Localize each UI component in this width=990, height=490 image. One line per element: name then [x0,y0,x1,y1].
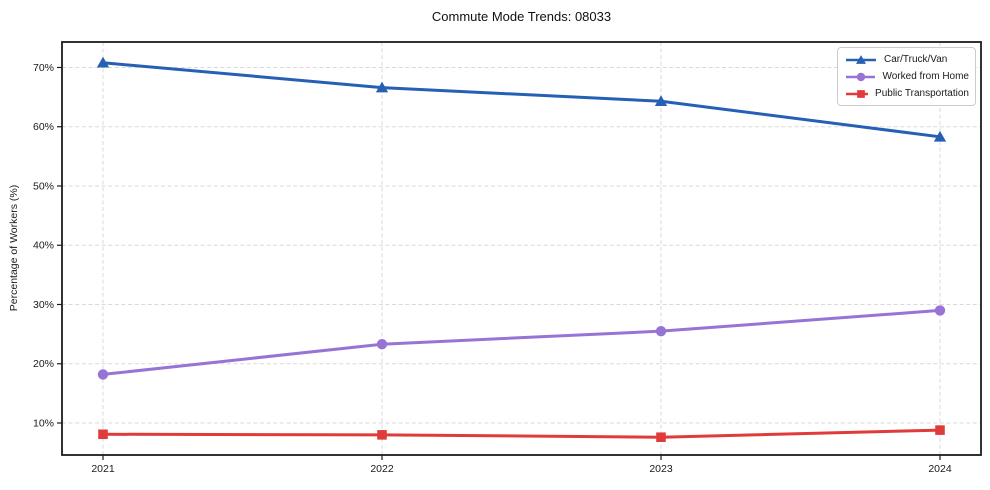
series-line [101,61,942,139]
legend-item[interactable]: Car/Truck/Van [845,53,969,66]
y-tick-label: 20% [33,358,54,370]
triangle-marker [96,56,110,68]
circle-marker [376,338,388,350]
x-tick-label: 2023 [649,463,673,475]
circle-marker [934,305,946,316]
square-marker [935,425,945,435]
y-tick-label: 30% [33,299,54,311]
legend-label: Worked from Home [882,71,969,82]
x-tick-label: 2024 [928,463,952,475]
legend-swatch-square-icon [846,89,869,98]
circle-marker [856,72,866,81]
triangle-marker [933,130,947,142]
y-tick-label: 60% [33,121,54,133]
x-tick-label: 2022 [370,463,394,475]
square-marker [857,89,865,98]
chart-title: Commute Mode Trends: 08033 [431,9,612,24]
series-line [101,428,942,439]
y-tick-label: 50% [33,180,54,192]
series-line [101,308,942,376]
y-tick-label: 10% [33,417,54,429]
triangle-marker [856,54,866,64]
square-marker [98,429,108,440]
legend-item[interactable]: Public Transportation [845,87,969,100]
circle-marker [655,325,667,337]
plot-border [61,41,982,456]
triangle-marker [375,81,389,93]
legend-label: Car/Truck/Van [884,54,948,65]
x-tick-label: 2021 [91,463,115,475]
triangle-marker [654,95,668,107]
legend-item[interactable]: Worked from Home [845,70,969,83]
y-tick-label: 40% [33,240,54,252]
circle-marker [97,369,109,380]
y-tick-label: 70% [33,62,54,74]
square-marker [656,432,666,443]
square-marker [377,430,387,440]
legend-swatch-circle-icon [846,72,876,81]
legend-label: Public Transportation [875,88,969,99]
legend: Car/Truck/Van Worked from Home Public Tran… [837,47,976,106]
legend-swatch-triangle-icon [846,54,876,64]
